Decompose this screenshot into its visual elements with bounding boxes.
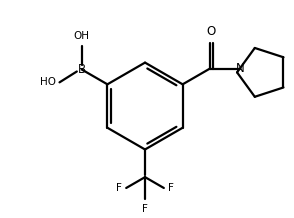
Text: B: B: [78, 63, 86, 76]
Text: N: N: [236, 62, 245, 75]
Text: F: F: [168, 183, 174, 193]
Text: OH: OH: [74, 31, 90, 41]
Text: HO: HO: [40, 77, 56, 87]
Text: F: F: [142, 204, 148, 214]
Text: O: O: [207, 25, 216, 38]
Text: F: F: [116, 183, 122, 193]
